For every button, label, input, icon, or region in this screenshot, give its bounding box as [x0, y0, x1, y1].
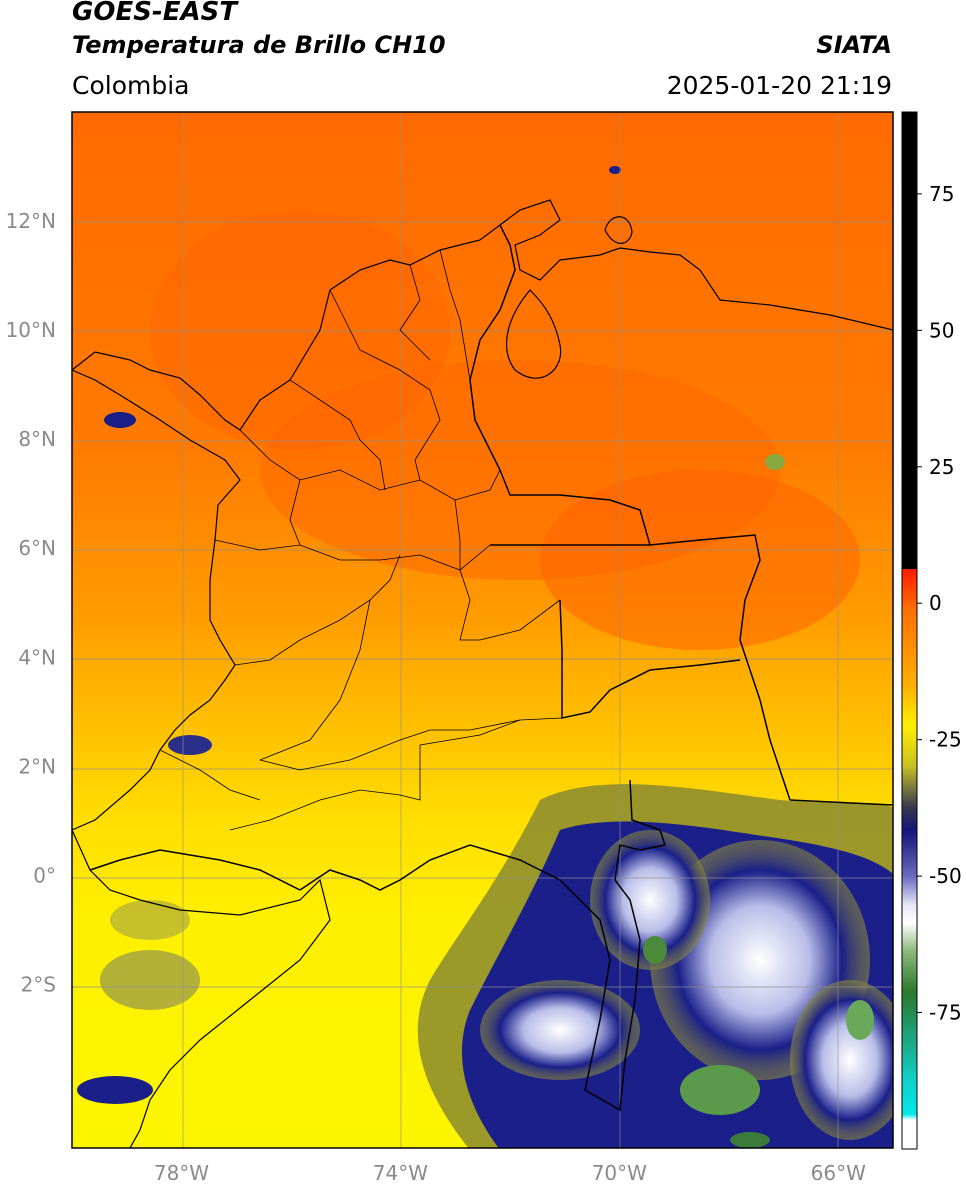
latitude-tick-label: 10°N: [6, 318, 56, 342]
colorbar-tick-label: 75: [929, 182, 954, 206]
latitude-tick-label: 12°N: [6, 209, 56, 233]
latitude-tick-label: 6°N: [18, 536, 56, 560]
longitude-tick-label: 70°W: [592, 1161, 647, 1185]
timestamp-label: 2025-01-20 21:19: [666, 71, 892, 100]
colorbar-tick-label: -50: [929, 864, 962, 888]
country-borders: [89, 224, 893, 1112]
longitude-tick-label: 78°W: [154, 1161, 209, 1185]
colorbar-frame: [901, 111, 918, 1150]
latitude-tick-label: 0°: [33, 863, 56, 887]
department-borders: [159, 249, 563, 831]
longitude-tick-label: 74°W: [373, 1161, 428, 1185]
longitude-tick-labels: 78°W 74°W 70°W 66°W: [154, 1161, 866, 1185]
latitude-tick-label: 4°N: [18, 645, 56, 669]
longitude-tick-label: 66°W: [811, 1161, 866, 1185]
map-grid: [72, 112, 893, 1148]
map-frame: [71, 111, 894, 1149]
colorbar-tick-label: -25: [929, 728, 962, 752]
colorbar-tick-label: 0: [929, 591, 942, 615]
colorbar: 75 50 25 0 -25 -50 -75: [901, 111, 962, 1150]
map-subtitle: Temperatura de Brillo CH10: [72, 31, 446, 59]
colorbar-tick-label: -75: [929, 1001, 962, 1025]
colorbar-gradient: [902, 569, 917, 1149]
coastlines: [72, 199, 893, 1148]
colorbar-black-segment: [902, 112, 917, 569]
colorbar-tick-label: 25: [929, 455, 954, 479]
map-field: [72, 112, 893, 1148]
latitude-tick-label: 8°N: [18, 427, 56, 451]
colorbar-tick-label: 50: [929, 318, 954, 342]
colorbar-ticks: 75 50 25 0 -25 -50 -75: [917, 182, 962, 1025]
region-label: Colombia: [72, 71, 190, 100]
map-title: GOES-EAST: [72, 0, 238, 27]
latitude-tick-label: 2°N: [18, 754, 56, 778]
latitude-tick-label: 2°S: [21, 972, 56, 996]
agency-label: SIATA: [816, 31, 892, 59]
latitude-tick-labels: 12°N 10°N 8°N 6°N 4°N 2°N 0° 2°S: [6, 209, 56, 996]
